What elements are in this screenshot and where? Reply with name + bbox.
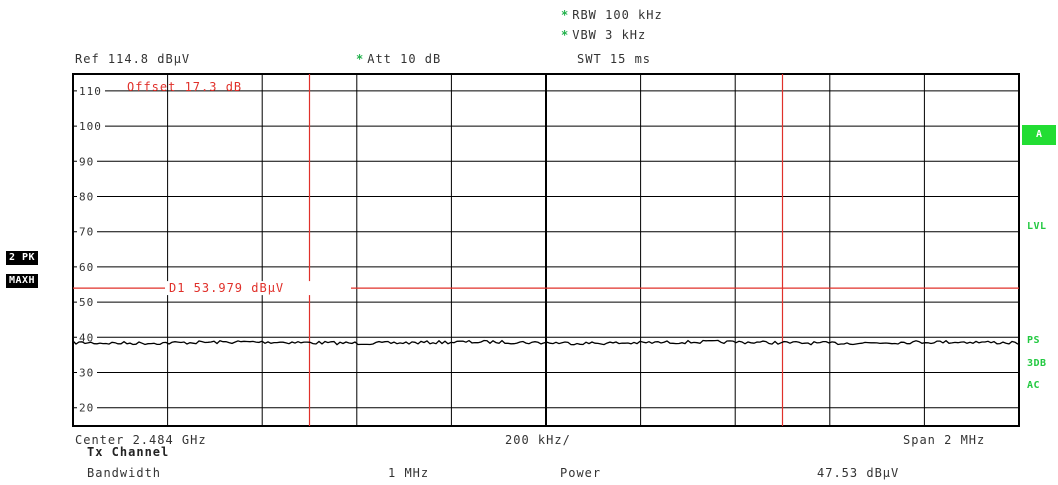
status-lvl: LVL [1027, 221, 1047, 232]
status-3db: 3DB [1027, 358, 1047, 369]
y-tick-bg [77, 84, 105, 97]
y-axis-ticks: 110 100 90 80 70 60 50 40 30 20 [77, 84, 105, 415]
status-ps: PS [1027, 335, 1041, 346]
trace-mode-badge: MAXH [6, 274, 39, 288]
y-tick-label: 20 [79, 402, 94, 415]
y-tick-bg [77, 155, 97, 168]
power-value: 47.53 dBµV [817, 466, 900, 480]
rbw-readout: * RBW 100 kHz [561, 8, 663, 22]
delta-marker-label: D1 53.979 dBµV [169, 281, 284, 295]
y-tick-label: 80 [79, 190, 94, 203]
y-tick-bg [77, 120, 105, 133]
center-frequency: Center 2.484 GHz [75, 433, 207, 447]
vbw-readout: * VBW 3 kHz [561, 28, 647, 42]
status-ac: AC [1027, 380, 1041, 391]
tx-channel-title: Tx Channel [87, 445, 170, 459]
y-tick-bg [77, 366, 97, 379]
y-tick-label: 110 [79, 85, 102, 98]
offset-label: Offset 17.3 dB [127, 80, 242, 94]
status-a-badge: A [1022, 125, 1056, 145]
y-tick-label: 50 [79, 296, 94, 309]
spectrum-plot[interactable]: 110 100 90 80 70 60 50 40 30 20 Offset 17.3 dB D1… [71, 73, 1022, 427]
bandwidth-value: 1 MHz [388, 466, 430, 480]
ref-level: Ref 114.8 dBµV [75, 52, 191, 66]
delta-label-bg [165, 281, 351, 296]
plot-grid [72, 73, 1020, 427]
y-tick-bg [77, 260, 97, 273]
sweep-time-readout: SWT 15 ms [577, 52, 652, 66]
y-tick-bg [77, 401, 97, 414]
y-tick-label: 70 [79, 226, 94, 239]
y-tick-label: 30 [79, 366, 94, 379]
y-tick-bg [77, 225, 97, 238]
power-label: Power [560, 466, 602, 480]
y-tick-label: 100 [79, 120, 102, 133]
y-tick-label: 90 [79, 155, 94, 168]
y-tick-bg [77, 296, 97, 309]
y-tick-label: 60 [79, 261, 94, 274]
attenuation-readout: * Att 10 dB [356, 52, 442, 66]
division-readout: 200 kHz/ [505, 433, 571, 447]
y-tick-bg [77, 331, 97, 344]
bandwidth-label: Bandwidth [87, 466, 162, 480]
trace-badge: 2 PK [6, 251, 39, 265]
y-tick-label: 40 [79, 331, 94, 344]
y-tick-bg [77, 190, 97, 203]
span-readout: Span 2 MHz [903, 433, 986, 447]
spectrum-trace [72, 339, 1019, 346]
